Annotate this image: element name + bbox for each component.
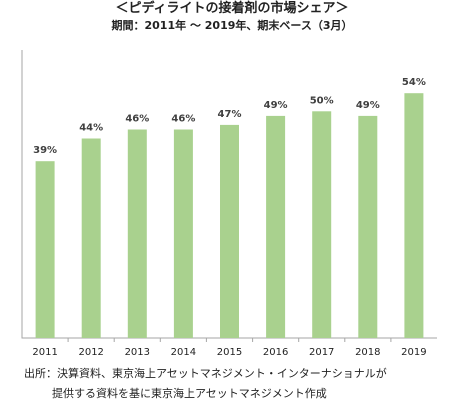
x-tick-label-2014: 2014 [171, 347, 196, 358]
value-label-2011: 39% [33, 145, 57, 156]
bar-2019 [404, 93, 424, 338]
value-label-2015: 47% [218, 109, 242, 120]
x-tick-label-2015: 2015 [217, 347, 242, 358]
source-note-line-1: 出所：決算資料、東京海上アセットマネジメント・インターナショナルが [24, 367, 387, 380]
bar-2014 [173, 129, 193, 338]
bar-2016 [266, 115, 286, 339]
x-tick-label-2018: 2018 [355, 347, 380, 358]
value-label-2017: 50% [310, 95, 334, 106]
bar-2013 [127, 129, 147, 338]
bar-2011 [35, 161, 55, 338]
chart-title: ＜ピディライトの接着剤の市場シェア＞ [115, 1, 349, 16]
x-tick-label-2016: 2016 [263, 347, 288, 358]
x-tick-label-2019: 2019 [401, 347, 426, 358]
value-label-2016: 49% [264, 100, 288, 111]
x-tick-label-2012: 2012 [78, 347, 103, 358]
value-label-2018: 49% [356, 100, 380, 111]
value-label-2012: 44% [79, 123, 103, 134]
value-label-2014: 46% [171, 114, 195, 125]
bar-2018 [358, 115, 378, 339]
x-tick-label-2017: 2017 [309, 347, 334, 358]
source-note-line-2: 提供する資料を基に東京海上アセットマネジメント作成 [52, 387, 327, 400]
bar-2015 [220, 124, 239, 339]
value-label-2013: 46% [125, 114, 149, 125]
x-tick-label-2011: 2011 [32, 347, 57, 358]
bar-2017 [312, 111, 332, 338]
bar-2012 [81, 138, 101, 338]
chart-subtitle: 期間：2011年 〜 2019年、期末ベース（3月） [111, 19, 353, 32]
value-label-2019: 54% [402, 77, 426, 88]
x-tick-label-2013: 2013 [125, 347, 150, 358]
